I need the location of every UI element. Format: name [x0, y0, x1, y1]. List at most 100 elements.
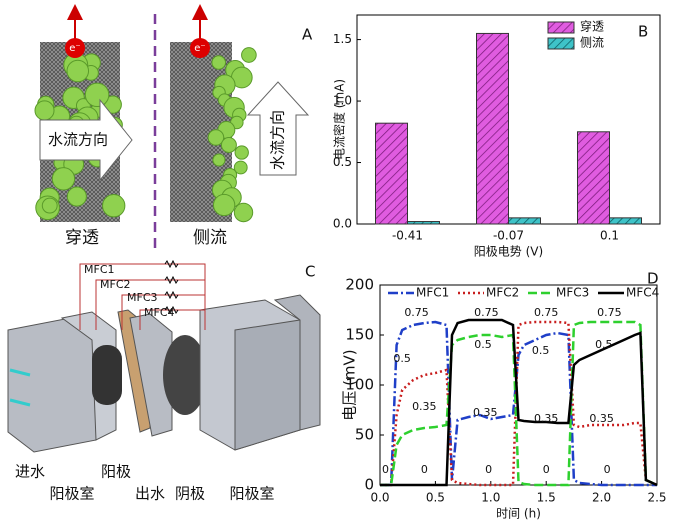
y-tick-label: 150 [345, 326, 374, 344]
bar [407, 221, 440, 225]
biofilm-cell [51, 167, 76, 191]
line-series [380, 320, 658, 487]
biofilm-cell [41, 197, 58, 214]
bar [577, 131, 610, 225]
bar [476, 32, 509, 225]
part-label: 阴极 [175, 485, 205, 503]
annotation: 0 [421, 463, 428, 476]
y-tick-label: 0.0 [333, 217, 352, 231]
biofilm-cell [84, 82, 110, 108]
annotation: 0.75 [597, 306, 622, 319]
biofilm-cell [233, 202, 254, 223]
annotation: 0.35 [473, 406, 498, 419]
caption: 侧流 [193, 228, 227, 248]
annotation: 0.35 [589, 412, 614, 425]
biofilm-cell [66, 186, 87, 207]
panel-a: e⁻ e⁻ 水流方向 水流方向 穿透 侧流 A [34, 4, 313, 248]
biofilm-cell [241, 47, 257, 63]
biofilm-cell [66, 59, 90, 83]
panel-c: MFC1 MFC2 MFC3 MFC4 进水 阳极室 阳极 出水 阴极 阳极室 … [7, 259, 321, 503]
legend-label: 穿透 [580, 19, 604, 34]
inflow [9, 398, 31, 407]
biofilm-cell [102, 194, 126, 218]
wire [121, 294, 205, 330]
legend-label: 侧流 [580, 36, 604, 50]
caption: 穿透 [65, 228, 99, 248]
x-tick-label: -0.07 [493, 229, 524, 243]
x-tick-label: 0.0 [370, 491, 389, 505]
legend-label: MFC4 [626, 286, 659, 300]
x-axis-label: 时间 (h) [496, 507, 541, 521]
biofilm-cell [212, 193, 236, 217]
y-tick-label: 1.5 [333, 32, 352, 46]
annotation: 0.75 [404, 306, 429, 319]
annotation: 0.35 [412, 400, 437, 413]
biofilm-cell [211, 55, 227, 70]
panel-label: D [647, 270, 659, 288]
x-tick-label: 1.0 [481, 491, 500, 505]
circuit-label: MFC3 [127, 291, 158, 304]
annotation: 0.75 [474, 306, 499, 319]
x-tick-label: 1.5 [537, 491, 556, 505]
circuit-label: MFC4 [144, 306, 175, 319]
panel-label: C [305, 263, 315, 281]
panel-label: A [302, 26, 313, 44]
end-plate [273, 294, 321, 431]
electron [190, 38, 210, 58]
line-series [380, 318, 658, 487]
circuit-label: MFC1 [84, 263, 115, 276]
y-tick-label: 200 [345, 276, 374, 294]
x-tick-label: 0.5 [426, 491, 445, 505]
x-tick-label: -0.41 [392, 229, 423, 243]
line-series [380, 320, 657, 487]
annotation: 0.5 [474, 338, 492, 351]
line-series [380, 320, 658, 487]
wire [139, 309, 205, 330]
chamber-side [234, 319, 301, 451]
annotation: 0 [382, 463, 389, 476]
y-tick-label: 0 [364, 476, 374, 494]
electron [65, 38, 85, 58]
flow-label: 水流方向 [48, 131, 108, 149]
y-axis-label: 电压 (mV) [341, 349, 359, 420]
annotation: 0.75 [534, 306, 559, 319]
x-axis-label: 阳极电势 (V) [474, 245, 543, 259]
bar [508, 217, 541, 225]
end-plate [7, 317, 97, 453]
biofilm-cell [233, 160, 248, 175]
part-label: 阳极室 [229, 485, 274, 503]
bar [375, 122, 408, 225]
x-tick-label: 2.5 [647, 491, 666, 505]
electron-label: e⁻ [69, 43, 80, 54]
legend-label: MFC2 [486, 286, 519, 300]
flow-arrow [246, 81, 310, 176]
y-tick-label: 50 [355, 426, 374, 444]
annotation: 0 [543, 463, 550, 476]
part-label: 出水 [135, 485, 165, 503]
part-label: 阳极 [101, 463, 131, 481]
annotation: 0 [604, 463, 611, 476]
biofilm-cell [234, 145, 249, 160]
flow-label: 水流方向 [269, 110, 287, 170]
x-tick-label: 2.0 [592, 491, 611, 505]
bar [609, 217, 642, 225]
annotation: 0.5 [393, 352, 411, 365]
annotation: 0 [485, 463, 492, 476]
part-label: 进水 [15, 463, 45, 481]
annotation: 0.35 [534, 412, 559, 425]
circuit-label: MFC2 [100, 278, 131, 291]
legend-label: MFC1 [416, 286, 449, 300]
legend-swatch [547, 21, 575, 34]
y-tick-label: 0.5 [333, 155, 352, 169]
y-tick-label: 1.0 [333, 94, 352, 108]
anode-chamber [60, 311, 117, 441]
inflow [9, 368, 31, 377]
electron-label: e⁻ [194, 43, 205, 54]
resistor [164, 259, 179, 315]
wire [79, 263, 206, 330]
flow-arrow [39, 98, 133, 182]
part-label: 阳极室 [49, 485, 94, 503]
legend-label: MFC3 [556, 286, 589, 300]
annotation: 0.5 [595, 338, 613, 351]
